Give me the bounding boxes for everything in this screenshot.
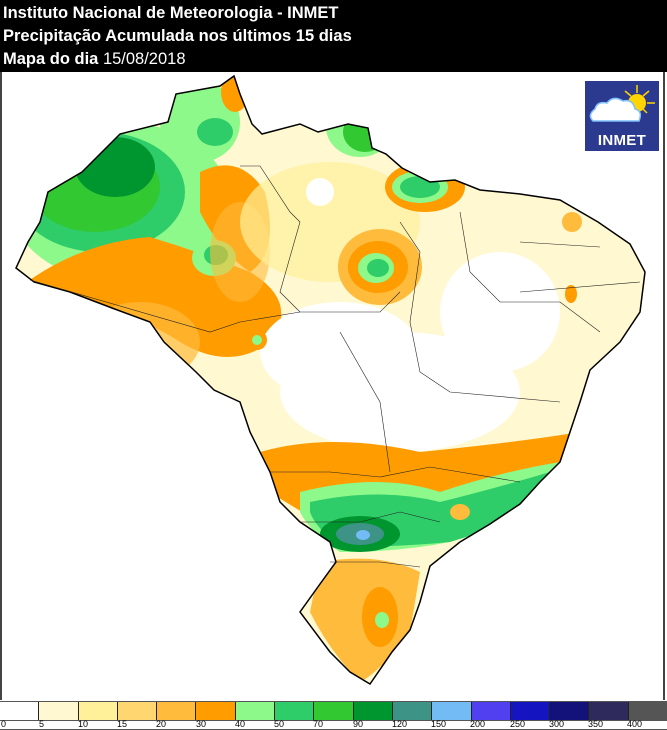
map-subtitle: Precipitação Acumulada nos últimos 15 di… <box>3 27 352 45</box>
tick-label: 15 <box>117 719 128 729</box>
legend-bin-300-350 <box>550 702 590 720</box>
tick-label: 90 <box>353 719 364 729</box>
legend-bin-30-40 <box>196 702 236 720</box>
legend-bin-5-10 <box>39 702 79 720</box>
tick-label: 400 <box>627 719 643 729</box>
legend-bin-150-200 <box>432 702 472 720</box>
legend-bin-90-120 <box>353 702 393 720</box>
tick-label: 150 <box>431 719 447 729</box>
tick-label: 50 <box>274 719 285 729</box>
state-borders <box>29 165 641 568</box>
tick-label: 10 <box>78 719 89 729</box>
tick-label: 250 <box>510 719 526 729</box>
legend-bin-200-250 <box>471 702 511 720</box>
legend-bin-20-30 <box>157 702 197 720</box>
map-date-value: 15/08/2018 <box>102 50 186 68</box>
sun-cloud-icon <box>589 85 655 122</box>
legend-bin-40-50 <box>235 702 276 720</box>
tick-label: 5 <box>39 719 45 729</box>
institution-title: Instituto Nacional de Meteorologia - INM… <box>3 4 339 22</box>
tick-label: 20 <box>156 719 167 729</box>
map-header: Instituto Nacional de Meteorologia - INM… <box>0 0 667 72</box>
tick-label: 0 <box>1 719 7 729</box>
precipitation-colorbar <box>0 701 667 721</box>
inmet-logo: INMET <box>585 81 659 151</box>
legend-bin-250-300 <box>510 702 551 720</box>
legend-bin-350-400 <box>589 702 629 720</box>
tick-label: 70 <box>313 719 324 729</box>
legend-bin-120-150 <box>392 702 433 720</box>
tick-label: 30 <box>196 719 207 729</box>
tick-label: 350 <box>588 719 604 729</box>
tick-label: 40 <box>235 719 246 729</box>
legend-bin-50-70 <box>275 702 315 720</box>
legend-bin-15-20 <box>117 702 158 720</box>
precipitation-map <box>15 74 646 686</box>
legend-bin-0-5 <box>0 702 40 720</box>
tick-label: 300 <box>549 719 565 729</box>
colorbar-ticks: 0 5 10 15 20 30 40 50 70 90 120 150 200 … <box>0 719 667 730</box>
legend-bin-10-15 <box>78 702 118 720</box>
logo-text: INMET <box>597 132 647 149</box>
legend-bin-70-90 <box>314 702 354 720</box>
map-date-label: Mapa do dia <box>3 50 99 68</box>
map-frame <box>0 72 665 700</box>
tick-label: 200 <box>470 719 486 729</box>
map-date-line: Mapa do dia 15/08/2018 <box>3 49 186 69</box>
tick-label: 120 <box>392 719 408 729</box>
legend-bin-400-plus <box>628 702 667 720</box>
country-border <box>15 74 646 686</box>
